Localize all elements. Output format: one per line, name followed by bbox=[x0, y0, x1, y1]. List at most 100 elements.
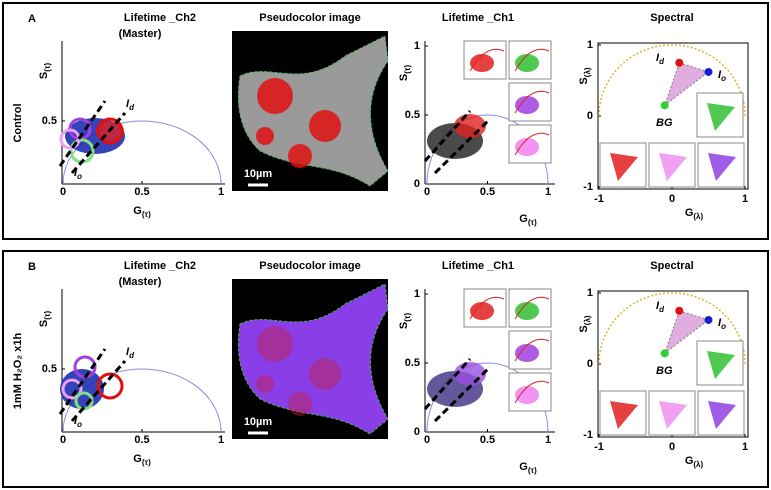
x-axis-label-main: G bbox=[685, 207, 694, 219]
marker-label-main: I bbox=[126, 346, 130, 358]
marker-label-sub: d bbox=[129, 351, 135, 360]
marker-label-main: I bbox=[656, 52, 660, 64]
x-axis-label-sub: (τ) bbox=[528, 218, 537, 227]
x-tick-label: 0.5 bbox=[134, 434, 149, 446]
panel-frame bbox=[2, 2, 769, 240]
scale-bar-label: 10µm bbox=[244, 168, 273, 180]
y-axis-label-main: S bbox=[38, 72, 50, 79]
y-tick-label: 1 bbox=[587, 39, 593, 51]
marker-label-sub: o bbox=[721, 74, 726, 83]
marker-label: Id bbox=[126, 98, 135, 112]
y-axis-label: S(τ) bbox=[398, 65, 412, 82]
y-axis-label-sub: (τ) bbox=[403, 313, 412, 322]
y-axis-label-main: S bbox=[398, 74, 410, 81]
inset-cloud bbox=[470, 54, 494, 72]
cursor-line bbox=[70, 112, 127, 174]
inset-arc bbox=[469, 48, 505, 72]
x-tick-label: 0.5 bbox=[480, 434, 495, 446]
inset-cloud bbox=[659, 401, 687, 429]
marker-label: Io bbox=[74, 167, 82, 181]
cell bbox=[237, 35, 389, 187]
x-tick-label: 0 bbox=[424, 186, 430, 198]
inset-cloud bbox=[515, 138, 539, 156]
x-tick-label: 0.5 bbox=[134, 186, 149, 198]
cursor-line bbox=[58, 100, 107, 167]
x-tick-label: 0.5 bbox=[480, 186, 495, 198]
marker-label-main: BG bbox=[656, 117, 673, 129]
cursor-line bbox=[423, 109, 472, 163]
marker-label-sub: d bbox=[659, 57, 665, 66]
plot-title: Pseudocolor image bbox=[259, 260, 360, 272]
panel-letter: B bbox=[28, 261, 36, 273]
y-tick-label: -1 bbox=[583, 429, 593, 441]
y-axis-label-sub: (λ) bbox=[583, 315, 592, 325]
plot-title: Spectral bbox=[650, 260, 693, 272]
x-tick-label: 1 bbox=[742, 441, 748, 453]
y-axis-label-sub: (λ) bbox=[583, 67, 592, 77]
y-axis-label-main: S bbox=[578, 325, 590, 332]
x-axis-label-sub: (λ) bbox=[693, 212, 703, 221]
y-axis-label-sub: (τ) bbox=[43, 311, 52, 320]
organelle bbox=[309, 358, 341, 390]
plot-title: Lifetime _Ch1 bbox=[442, 12, 514, 24]
plot-subtitle: (Master) bbox=[119, 276, 162, 288]
x-tick-label: 0 bbox=[60, 434, 66, 446]
marker-label: Io bbox=[718, 317, 726, 331]
x-axis-label: G(τ) bbox=[519, 213, 537, 227]
marker-label-main: I bbox=[718, 317, 722, 329]
y-tick-label: -1 bbox=[583, 181, 593, 193]
x-tick-label: 0 bbox=[60, 186, 66, 198]
y-tick-label: 1 bbox=[414, 40, 420, 52]
panel-frame bbox=[2, 250, 769, 488]
plot-subtitle: (Master) bbox=[119, 28, 162, 40]
endpoint bbox=[704, 315, 713, 324]
marker-label: Id bbox=[126, 346, 135, 360]
marker-label: BG bbox=[656, 117, 673, 129]
marker-label: Io bbox=[718, 69, 726, 83]
endpoint bbox=[704, 67, 713, 76]
inset-cloud bbox=[659, 153, 687, 181]
x-axis-label-main: G bbox=[685, 455, 694, 467]
y-axis-label: S(τ) bbox=[38, 63, 52, 80]
y-tick-label: 0 bbox=[414, 426, 420, 438]
marker-label-main: I bbox=[74, 415, 78, 427]
organelle bbox=[256, 375, 274, 393]
cursor-line bbox=[433, 365, 492, 423]
inset-cloud bbox=[515, 386, 539, 404]
y-axis-label-sub: (τ) bbox=[43, 63, 52, 72]
endpoint bbox=[675, 306, 684, 315]
plot-title: Lifetime _Ch2 bbox=[124, 260, 196, 272]
unit-circle bbox=[598, 44, 746, 117]
marker-label-main: BG bbox=[656, 365, 673, 377]
x-tick-label: 0 bbox=[669, 193, 675, 205]
x-axis-label-sub: (τ) bbox=[142, 210, 151, 219]
x-tick-label: 1 bbox=[218, 186, 224, 198]
x-axis-label: G(τ) bbox=[133, 453, 151, 467]
x-tick-label: 0 bbox=[424, 434, 430, 446]
inset-cloud bbox=[515, 344, 539, 362]
y-tick-label: 0 bbox=[587, 358, 593, 370]
triangle bbox=[663, 310, 710, 355]
inset-cloud bbox=[610, 153, 638, 181]
marker-label-main: I bbox=[126, 98, 130, 110]
y-tick-label: 0 bbox=[587, 110, 593, 122]
plot-title: Spectral bbox=[650, 12, 693, 24]
x-axis-label: G(τ) bbox=[519, 461, 537, 475]
marker-label-sub: d bbox=[129, 103, 135, 112]
endpoint bbox=[675, 58, 684, 67]
cursor-line bbox=[70, 360, 127, 422]
x-axis-label-main: G bbox=[133, 453, 142, 465]
marker-label: Io bbox=[74, 415, 82, 429]
x-axis-label: G(λ) bbox=[685, 207, 704, 221]
marker-label-main: I bbox=[656, 300, 660, 312]
inset-cloud bbox=[707, 103, 735, 131]
scatter-cloud bbox=[454, 114, 486, 138]
y-axis-label: S(τ) bbox=[38, 311, 52, 328]
x-axis-label: G(λ) bbox=[685, 455, 704, 469]
endpoint bbox=[660, 349, 669, 358]
x-axis-label: G(τ) bbox=[133, 205, 151, 219]
inset-arc bbox=[514, 90, 550, 114]
triangle bbox=[663, 62, 710, 107]
cursor-circle bbox=[96, 117, 124, 145]
